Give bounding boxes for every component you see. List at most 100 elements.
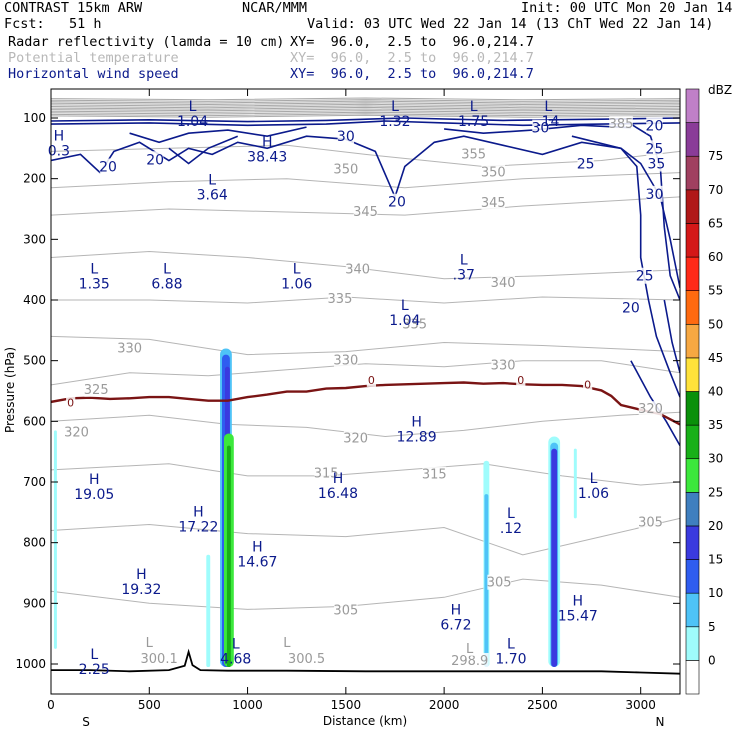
theta-label: 305 [638, 516, 663, 531]
theta-contour-line [51, 105, 680, 109]
extremum-value-label: .37 [453, 268, 475, 284]
theta-label-bg [487, 574, 511, 590]
wind-speed-label-bg [646, 140, 663, 157]
theta-label-bg [140, 651, 179, 667]
colorbar-swatch [685, 122, 700, 157]
theta-contour-line [51, 100, 680, 104]
reflectivity-cell [206, 554, 211, 668]
theta-label-bg [402, 316, 427, 332]
theta-contour-line [51, 97, 680, 101]
theta-label-bg [328, 290, 352, 306]
colorbar-tick-label: 40 [708, 385, 723, 399]
theta-contour-line [51, 578, 680, 610]
x-tick-label: 500 [138, 698, 161, 712]
theta-contour-line [51, 517, 680, 556]
extremum-value-label: 1.06 [578, 486, 609, 502]
extremum-value-label: 6.72 [440, 618, 471, 634]
surface-line [51, 648, 680, 675]
y-tick-label: 1000 [15, 657, 46, 671]
extremum-kind-label: H [411, 415, 422, 431]
colorbar-tick-label: 20 [708, 519, 723, 533]
colorbar-tick-label: 55 [708, 284, 723, 298]
freezing-level-label: 0 [517, 374, 524, 387]
extremum-kind-label: L [590, 471, 598, 487]
y-tick-label: 400 [23, 293, 46, 307]
freezing-level-label: 0 [584, 379, 591, 392]
x-axis-label: Distance (km) [323, 714, 407, 728]
wind-speed-label-bg [388, 193, 406, 210]
extremum-value-label: 1.04 [177, 114, 208, 130]
colorbar-swatch [685, 492, 700, 527]
theta-label-bg [84, 381, 109, 397]
colorbar-swatch [685, 189, 700, 224]
wind-contour-line [571, 135, 680, 398]
theta-contour-line [51, 106, 680, 110]
wind-speed-label-bg [636, 267, 653, 284]
colorbar-tick-label: 30 [708, 452, 723, 466]
theta-contour-line [51, 250, 680, 280]
theta-label-bg [345, 261, 370, 277]
wind-contour-line [168, 135, 239, 165]
wind-speed-label-bg [648, 155, 665, 172]
y-tick-label: 700 [23, 475, 46, 489]
wind-speed-label-bg [646, 185, 663, 202]
y-tick-label: 800 [23, 536, 46, 550]
theta-label-bg [334, 602, 358, 618]
extremum-kind-label: H [252, 540, 263, 556]
theta-contour-line [51, 99, 680, 102]
valid-time: Valid: 03 UTC Wed 22 Jan 14 (13 ChT Wed … [307, 16, 714, 32]
extremum-kind-label: L [293, 262, 301, 278]
colorbar-swatch [685, 391, 700, 426]
model-title: CONTRAST 15km ARW [4, 0, 143, 16]
wind-speed-label: 30 [646, 187, 664, 203]
extremum-kind-label: L [507, 637, 515, 653]
theta-contour-line [51, 335, 680, 356]
theta-contour-line [51, 110, 680, 113]
extremum-kind-label: L [208, 173, 216, 189]
extremum-kind-label: L [90, 647, 98, 663]
colorbar-tick-label: 65 [708, 216, 723, 230]
theta-label: 385 [609, 117, 634, 132]
theta-label: 300.1 [141, 652, 178, 667]
colorbar-swatch [685, 88, 700, 123]
extremum-kind-label: H [89, 472, 100, 488]
theta-label: 350 [481, 166, 506, 181]
theta-label: 320 [64, 425, 89, 440]
extremum-kind-label: L [189, 99, 197, 115]
wind-contour-line [663, 299, 680, 374]
wind-contour-line [129, 126, 307, 144]
theta-contour-line [51, 196, 680, 216]
theta-contour-line [51, 360, 680, 386]
theta-label-bg [638, 514, 663, 530]
wind-speed-label-bg [646, 117, 663, 134]
x-end-label-north: N [656, 715, 665, 729]
colorbar-tick-label: 60 [708, 250, 723, 264]
extremum-kind-label: L [544, 99, 552, 115]
wind-speed-label: 30 [337, 129, 355, 145]
x-tick-label: 1000 [232, 698, 263, 712]
theta-label-bg [334, 352, 358, 368]
extremum-value-label: 1.06 [281, 277, 312, 293]
theta-label: 305 [487, 576, 512, 591]
field-xy-wind: XY= 96.0, 2.5 to 96.0,214.7 [290, 66, 534, 82]
colorbar-swatch [685, 525, 700, 560]
freezing-level-label: 0 [368, 374, 375, 387]
colorbar-tick-label: 35 [708, 418, 723, 432]
extremum-value-label: 16.48 [318, 486, 358, 502]
wind-speed-label-bg [577, 155, 594, 172]
colorbar-swatch [685, 592, 700, 628]
x-tick-label: 2000 [429, 698, 460, 712]
theta-label-bg [491, 357, 515, 373]
theta-contour-line [51, 463, 680, 486]
theta-label-bg [343, 430, 368, 446]
extremum-kind-label: H [573, 594, 584, 610]
theta-label: 345 [353, 205, 378, 220]
extremum-kind-label: H [333, 471, 344, 487]
theta-label-bg [450, 652, 489, 668]
theta-label: 345 [481, 196, 506, 211]
freezing-level-label-bg [583, 378, 593, 392]
wind-contour-line [51, 120, 680, 127]
x-tick-label: 1500 [331, 698, 362, 712]
